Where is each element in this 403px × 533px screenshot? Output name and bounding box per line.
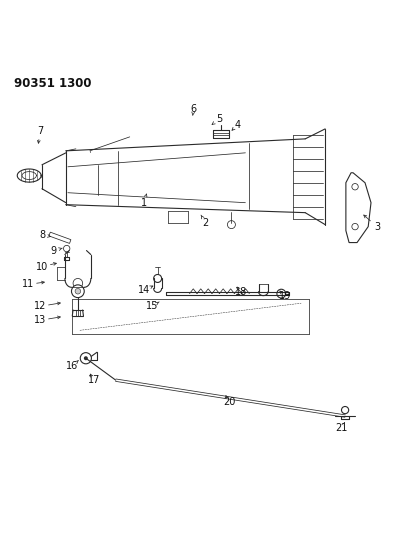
Text: 2: 2 <box>202 217 209 228</box>
Text: 20: 20 <box>223 397 236 407</box>
Text: 13: 13 <box>34 316 46 325</box>
Text: 6: 6 <box>191 104 197 114</box>
Text: 15: 15 <box>145 301 158 311</box>
Circle shape <box>84 356 88 360</box>
Text: 3: 3 <box>374 222 380 232</box>
Text: 19: 19 <box>279 292 291 302</box>
Text: 1: 1 <box>141 198 147 208</box>
Text: 10: 10 <box>36 262 48 271</box>
Text: 11: 11 <box>22 279 34 289</box>
Circle shape <box>80 353 91 364</box>
Text: 9: 9 <box>51 246 57 255</box>
Circle shape <box>277 289 286 298</box>
Circle shape <box>73 278 83 288</box>
Text: 8: 8 <box>39 230 45 240</box>
Text: 4: 4 <box>234 120 241 130</box>
Circle shape <box>75 288 81 294</box>
Circle shape <box>71 285 84 297</box>
Text: 7: 7 <box>37 126 43 136</box>
Text: 17: 17 <box>87 375 100 385</box>
Text: 12: 12 <box>34 301 46 311</box>
Text: 18: 18 <box>235 287 247 297</box>
Text: 90351 1300: 90351 1300 <box>14 77 91 90</box>
Text: 21: 21 <box>335 423 347 433</box>
Text: 16: 16 <box>66 361 78 371</box>
Text: 14: 14 <box>137 286 150 295</box>
Text: 5: 5 <box>216 114 222 124</box>
